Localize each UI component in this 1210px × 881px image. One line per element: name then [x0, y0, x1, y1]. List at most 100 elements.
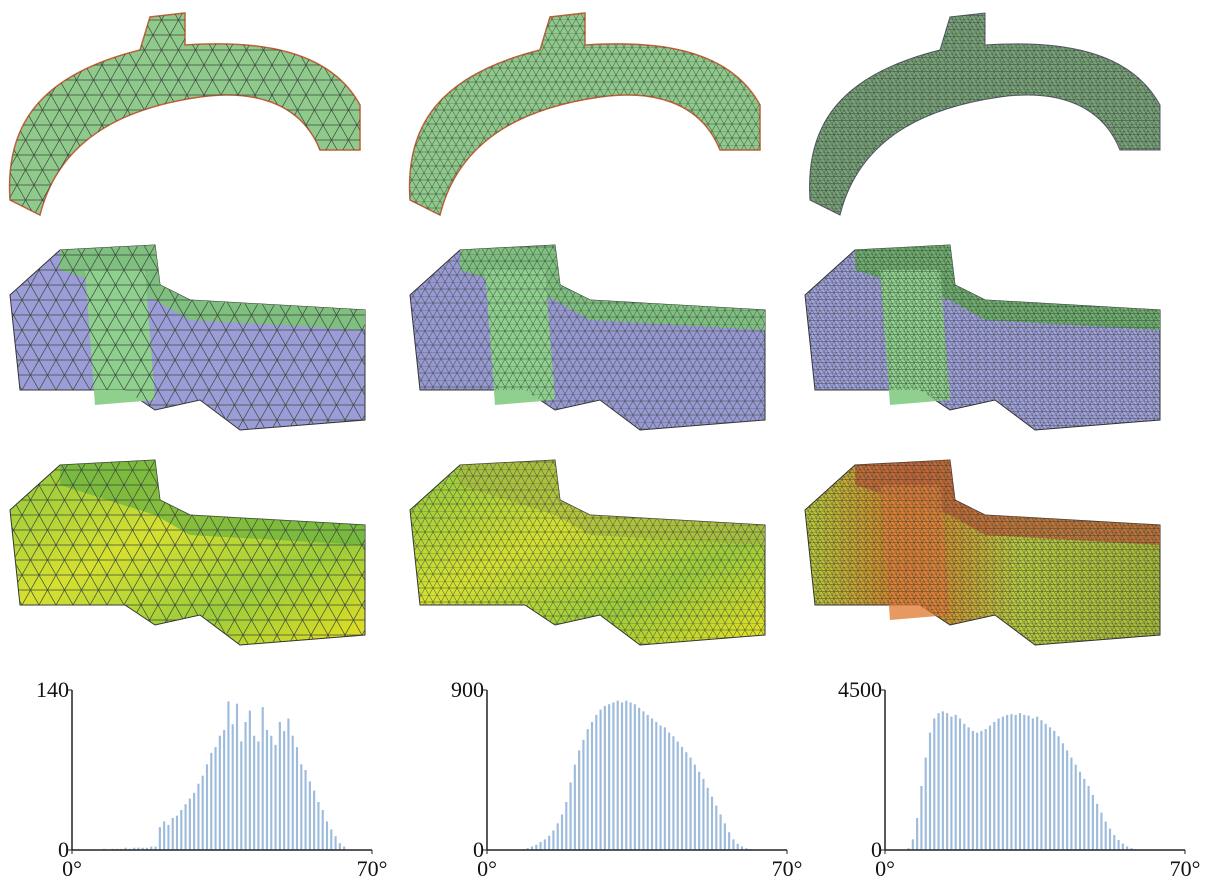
bar	[296, 747, 298, 850]
bar	[998, 718, 1000, 850]
bar	[167, 825, 169, 850]
bar	[638, 708, 640, 850]
bar	[1122, 844, 1124, 850]
bar	[955, 715, 957, 850]
bar	[197, 784, 199, 850]
bar	[330, 829, 332, 850]
bar	[963, 724, 965, 850]
bar	[925, 758, 927, 850]
bar	[561, 814, 563, 850]
bar	[630, 702, 632, 850]
bar	[604, 706, 606, 850]
bar	[202, 776, 204, 850]
bar	[976, 733, 978, 850]
x-tick-label: 0°	[875, 856, 895, 881]
bar	[591, 722, 593, 850]
bar	[322, 810, 324, 850]
bar	[728, 832, 730, 850]
bar	[720, 814, 722, 850]
bar	[724, 823, 726, 850]
bar	[1015, 715, 1017, 850]
bar	[253, 736, 255, 850]
bar	[552, 830, 554, 850]
x-tick-label: 0°	[62, 856, 82, 881]
x-tick-label: 70°	[772, 856, 803, 881]
bar	[942, 711, 944, 850]
bar	[1096, 804, 1098, 850]
bar	[223, 730, 225, 850]
bar	[1088, 786, 1090, 850]
x-tick-label: 70°	[1170, 856, 1201, 881]
bar	[279, 722, 281, 850]
bar	[227, 701, 229, 850]
bar	[1118, 840, 1120, 850]
bar	[309, 781, 311, 850]
bar	[172, 818, 174, 850]
bar	[326, 821, 328, 850]
bar	[1113, 835, 1115, 850]
bar	[1058, 736, 1060, 850]
bar	[980, 731, 982, 850]
bar	[189, 799, 191, 850]
bar	[625, 701, 627, 850]
bar	[946, 713, 948, 850]
bar	[270, 736, 272, 850]
bar	[933, 718, 935, 850]
bar	[339, 843, 341, 850]
bar	[694, 765, 696, 850]
bar	[655, 722, 657, 850]
bar	[972, 731, 974, 850]
bar	[677, 742, 679, 850]
bar	[313, 791, 315, 850]
bar	[1010, 714, 1012, 850]
bar	[570, 782, 572, 850]
y-tick-label: 4500	[838, 677, 882, 702]
bar	[707, 788, 709, 850]
bar	[668, 733, 670, 850]
bar	[335, 836, 337, 850]
mesh-render	[10, 13, 360, 215]
mesh-render	[810, 13, 1160, 215]
bar	[985, 729, 987, 850]
bar	[912, 839, 914, 850]
bar	[582, 740, 584, 850]
bar	[1045, 724, 1047, 850]
bar	[1006, 715, 1008, 850]
bar	[1023, 715, 1025, 850]
mesh-lines	[10, 13, 360, 215]
y-tick-label: 900	[451, 677, 484, 702]
bar	[664, 727, 666, 850]
bar	[163, 821, 165, 850]
mesh-lines	[10, 245, 365, 430]
bar	[305, 770, 307, 850]
bar	[1109, 829, 1111, 850]
mesh-lines	[10, 460, 365, 645]
bar	[300, 764, 302, 850]
bar	[236, 704, 238, 850]
bar	[595, 715, 597, 850]
bar	[600, 710, 602, 850]
mesh-render	[805, 460, 1160, 645]
x-tick-label: 0°	[477, 856, 497, 881]
bar	[540, 842, 542, 850]
mesh-lines	[410, 460, 765, 645]
bar	[685, 752, 687, 850]
bar	[1070, 758, 1072, 850]
bar	[993, 722, 995, 850]
bar	[210, 753, 212, 850]
bar	[660, 726, 662, 850]
bar	[702, 779, 704, 850]
bar	[1062, 743, 1064, 850]
bar	[257, 741, 259, 850]
bar	[715, 806, 717, 850]
bar	[574, 765, 576, 850]
bar	[240, 741, 242, 850]
mesh-lines	[410, 245, 765, 430]
bar	[535, 845, 537, 850]
mesh-lines	[410, 13, 760, 215]
bar	[732, 839, 734, 850]
bar	[578, 750, 580, 850]
bar	[916, 818, 918, 850]
bar	[193, 793, 195, 850]
bar	[287, 719, 289, 850]
